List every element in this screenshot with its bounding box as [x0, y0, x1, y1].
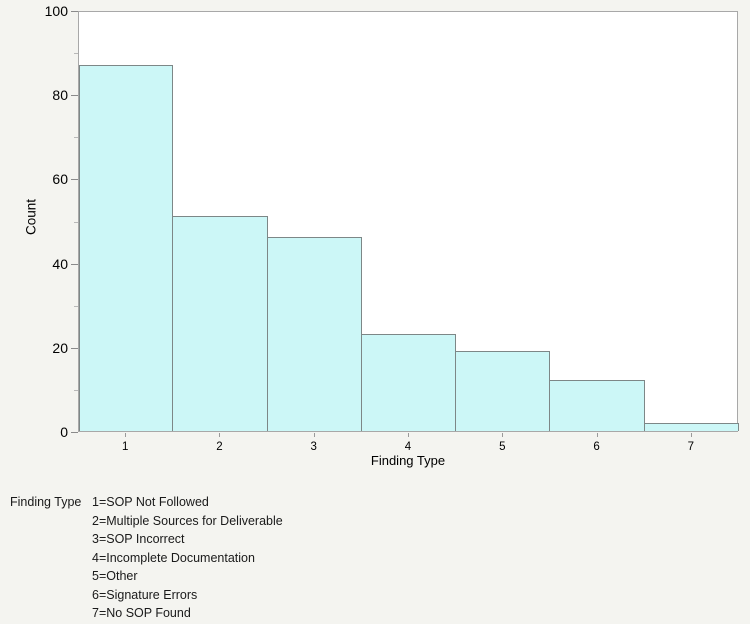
x-tick-label: 3: [310, 441, 317, 453]
x-tick-label: 6: [593, 441, 600, 453]
x-tick-label: 7: [687, 441, 695, 453]
legend-title: Finding Type: [10, 495, 82, 509]
x-tick: [502, 433, 504, 437]
y-major-tick: [71, 179, 78, 181]
x-tick: [219, 433, 221, 437]
y-tick-label: 0: [60, 424, 68, 440]
x-tick: [596, 433, 598, 437]
y-minor-tick: [74, 389, 78, 391]
y-tick-label: 20: [52, 339, 68, 356]
x-tick-label: 4: [404, 441, 412, 453]
legend-item: 2=Multiple Sources for Deliverable: [92, 513, 283, 528]
legend-item: 1=SOP Not Followed: [92, 495, 209, 509]
bar-finding-type-7[interactable]: [643, 422, 739, 431]
x-tick: [690, 433, 692, 437]
y-tick-label: 80: [52, 87, 68, 104]
y-minor-tick: [74, 53, 78, 55]
y-minor-tick: [74, 221, 78, 223]
bar-finding-type-3[interactable]: [266, 237, 362, 431]
bar-finding-type-4[interactable]: [360, 334, 457, 431]
y-tick-label: 40: [52, 255, 68, 272]
y-major-tick: [71, 11, 78, 12]
x-axis-title: Finding Type: [370, 453, 446, 468]
x-tick-label: 5: [499, 441, 506, 453]
y-tick-label: 100: [44, 3, 68, 19]
x-tick: [408, 433, 409, 437]
x-tick-label: 2: [216, 441, 223, 453]
x-tick-label: 1: [121, 441, 129, 453]
y-minor-tick: [74, 305, 78, 307]
y-tick-label: 60: [52, 171, 68, 188]
legend-item: 5=Other: [92, 569, 138, 583]
x-tick: [125, 433, 127, 437]
bar-finding-type-6[interactable]: [549, 380, 645, 431]
y-major-tick: [71, 263, 78, 265]
bar-finding-type-2[interactable]: [172, 216, 268, 431]
y-major-tick: [71, 432, 78, 433]
legend-item: 7=No SOP Found: [92, 606, 191, 620]
legend-item: 4=Incomplete Documentation: [92, 550, 255, 565]
plot-area: [78, 11, 739, 432]
legend-item: 3=SOP Incorrect: [92, 532, 185, 546]
legend-item: 6=Signature Errors: [92, 587, 198, 602]
legend-items: 1=SOP Not Followed 2=Multiple Sources for…: [92, 493, 283, 623]
y-axis-title: Count: [23, 198, 39, 236]
bar-finding-type-5[interactable]: [455, 351, 551, 431]
y-minor-tick: [74, 137, 78, 139]
x-tick: [313, 433, 315, 437]
y-major-tick: [71, 95, 78, 97]
bar-finding-type-1[interactable]: [79, 64, 174, 431]
y-major-tick: [71, 347, 78, 349]
